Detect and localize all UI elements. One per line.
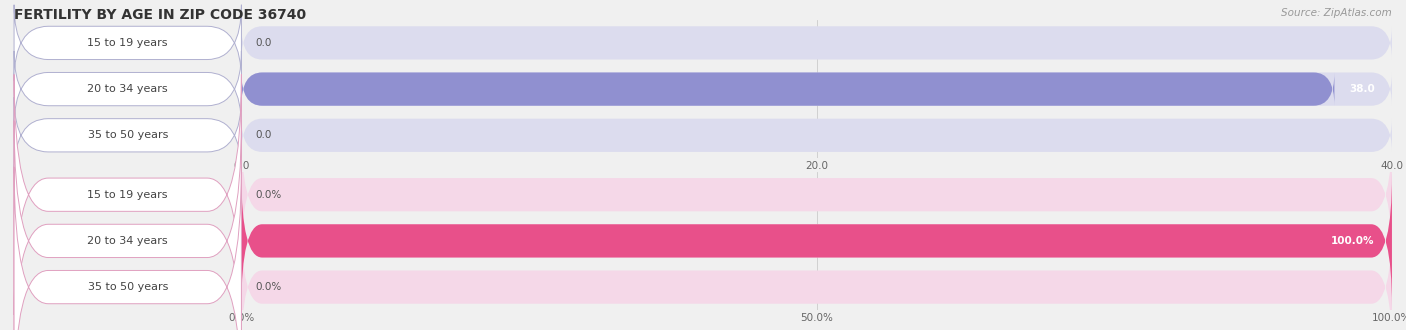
FancyBboxPatch shape [14,51,242,127]
FancyBboxPatch shape [14,74,242,315]
FancyBboxPatch shape [242,73,1334,106]
Text: 0.0: 0.0 [256,130,271,140]
FancyBboxPatch shape [242,174,1392,308]
Text: 0.0: 0.0 [256,38,271,48]
Text: 15 to 19 years: 15 to 19 years [87,38,167,48]
FancyBboxPatch shape [242,174,1392,308]
FancyBboxPatch shape [242,73,1392,106]
FancyBboxPatch shape [14,167,242,330]
Text: 15 to 19 years: 15 to 19 years [87,190,167,200]
FancyBboxPatch shape [242,26,1392,59]
FancyBboxPatch shape [242,220,1392,330]
Text: Source: ZipAtlas.com: Source: ZipAtlas.com [1281,8,1392,18]
Text: 0.0%: 0.0% [256,190,281,200]
Text: 20 to 34 years: 20 to 34 years [87,236,169,246]
Text: 35 to 50 years: 35 to 50 years [87,130,167,140]
Text: 35 to 50 years: 35 to 50 years [87,282,167,292]
Text: 38.0: 38.0 [1348,84,1375,94]
FancyBboxPatch shape [242,128,1392,261]
FancyBboxPatch shape [14,97,242,174]
Text: FERTILITY BY AGE IN ZIP CODE 36740: FERTILITY BY AGE IN ZIP CODE 36740 [14,8,307,22]
FancyBboxPatch shape [14,5,242,81]
FancyBboxPatch shape [242,119,1392,152]
FancyBboxPatch shape [14,120,242,330]
Text: 20 to 34 years: 20 to 34 years [87,84,169,94]
Text: 0.0%: 0.0% [256,282,281,292]
Text: 100.0%: 100.0% [1331,236,1375,246]
